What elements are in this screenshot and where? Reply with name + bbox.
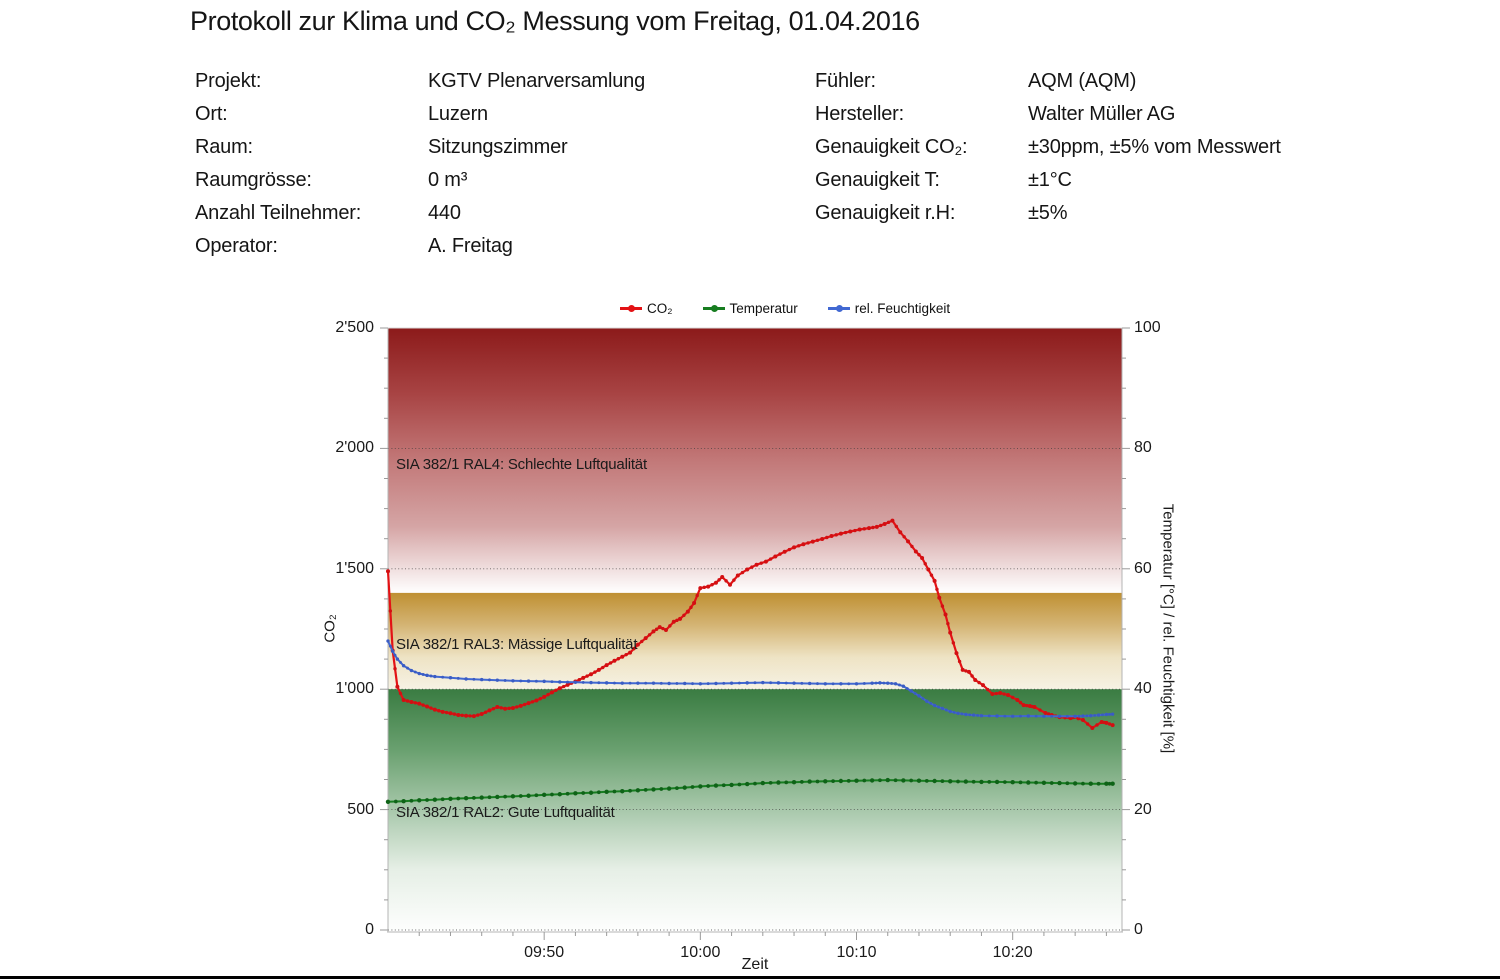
x-axis-tick: 09:50 (524, 944, 565, 961)
meta-left-row: Projekt: KGTV Plenarversamlung (195, 70, 645, 93)
meta-right-value: ±30ppm, ±5% vom Messwert (1028, 136, 1281, 158)
legend-label: Temperatur (729, 301, 798, 316)
meta-right-value: ±1°C (1028, 169, 1072, 191)
left-axis-tick: 1'500 (335, 559, 374, 577)
meta-right-row: Genauigkeit T: ±1°C (815, 169, 1072, 192)
meta-left-label: Raumgrösse: (195, 169, 312, 191)
meta-left-label: Projekt: (195, 70, 262, 92)
x-axis-tick: 10:20 (992, 944, 1033, 961)
legend-label: rel. Feuchtigkeit (854, 301, 951, 316)
zone-ral4 (388, 328, 1122, 593)
meta-right-value: ±5% (1028, 202, 1068, 224)
meta-left-value: Sitzungszimmer (428, 136, 568, 158)
meta-left-row: Raumgrösse: 0 m³ (195, 169, 467, 192)
left-axis-tick: 2'000 (335, 439, 374, 457)
meta-left-label: Raum: (195, 136, 253, 158)
legend-swatch (702, 305, 725, 312)
zone-label-ral2: SIA 382/1 RAL2: Gute Luftqualität (396, 804, 615, 822)
meta-left-row: Operator: A. Freitag (195, 235, 513, 258)
meta-right-row: Genauigkeit CO₂: ±30ppm, ±5% vom Messwert (815, 136, 1281, 159)
zone-label-ral4: SIA 382/1 RAL4: Schlechte Luftqualität (396, 456, 647, 474)
meta-right-row: Genauigkeit r.H: ±5% (815, 202, 1067, 225)
meta-left-value: KGTV Plenarversamlung (428, 70, 646, 92)
page-bottom-rule (0, 976, 1500, 979)
meta-left-value: A. Freitag (428, 235, 513, 257)
meta-left-row: Anzahl Teilnehmer: 440 (195, 202, 461, 225)
meta-right-label: Hersteller: (815, 103, 904, 125)
left-axis-tick: 0 (365, 921, 374, 938)
right-axis-title: Temperatur [°C] / rel. Feuchtigkeit [%] (1159, 503, 1177, 754)
meta-right-label: Fühler: (815, 70, 876, 92)
meta-left-row: Ort: Luzern (195, 103, 488, 126)
series-markers (385, 777, 1115, 804)
chart-plot-area (380, 327, 1130, 940)
right-axis-tick: 0 (1134, 921, 1143, 938)
chart-legend: CO₂ Temperatur rel. Feuchtigkeit (620, 301, 950, 316)
meta-left-label: Anzahl Teilnehmer: (195, 202, 362, 224)
meta-left-label: Ort: (195, 103, 228, 125)
left-axis-tick: 2'500 (335, 319, 374, 336)
legend-swatch (620, 305, 642, 312)
right-axis-tick: 80 (1134, 439, 1152, 457)
legend-item-temperatur: Temperatur (702, 301, 798, 316)
right-axis-tick: 60 (1134, 559, 1152, 577)
legend-label: CO₂ (647, 301, 673, 316)
series-markers (386, 639, 1115, 718)
page-title: Protokoll zur Klima und CO₂ Messung vom … (190, 6, 920, 36)
legend-swatch (827, 305, 850, 312)
legend-item-co: CO₂ (620, 301, 673, 316)
climate-co2-chart: 0 500 1'000 1'500 2'000 2'500 0 20 40 60 80 100 09:5… (0, 288, 1500, 980)
zone-ral3 (388, 592, 1122, 690)
left-axis-tick: 1'000 (335, 680, 374, 698)
zone-label-ral3: SIA 382/1 RAL3: Mässige Luftqualität (396, 635, 638, 653)
right-axis-tick: 20 (1134, 800, 1152, 818)
meta-right-value: Walter Müller AG (1028, 103, 1176, 125)
series-markers (386, 518, 1115, 730)
x-axis-title: Zeit (741, 956, 769, 973)
meta-left-label: Operator: (195, 235, 278, 257)
right-axis-tick: 100 (1134, 319, 1161, 336)
left-axis-tick: 500 (347, 800, 374, 818)
meta-right-label: Genauigkeit CO₂: (815, 136, 968, 158)
right-axis-tick: 40 (1134, 680, 1152, 698)
meta-left-value: 0 m³ (428, 169, 468, 191)
meta-left-row: Raum: Sitzungszimmer (195, 136, 568, 159)
zone-ral2 (388, 689, 1122, 930)
meta-right-label: Genauigkeit r.H: (815, 202, 956, 224)
x-axis-tick: 10:00 (680, 944, 721, 961)
meta-left-value: 440 (428, 202, 461, 224)
legend-item-relfeuchtigkeit: rel. Feuchtigkeit (827, 301, 951, 316)
left-axis-title: CO₂ (321, 614, 339, 643)
meta-right-value: AQM (AQM) (1028, 70, 1137, 92)
x-axis-tick: 10:10 (836, 944, 877, 961)
meta-left-value: Luzern (428, 103, 488, 125)
meta-right-row: Hersteller: Walter Müller AG (815, 103, 1175, 126)
meta-right-row: Fühler: AQM (AQM) (815, 70, 1136, 93)
meta-right-label: Genauigkeit T: (815, 169, 940, 191)
